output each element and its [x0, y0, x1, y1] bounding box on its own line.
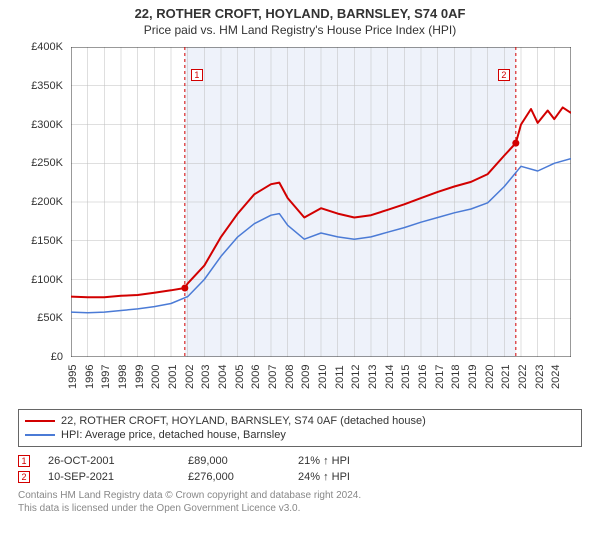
- chart: £0 £50K £100K £150K £200K £250K £300K £350K £400…: [15, 43, 585, 403]
- y-axis: £0£50K£100K£150K£200K£250K£300K£350K£400…: [15, 47, 67, 357]
- event-row: 1 26-OCT-2001£89,00021% ↑ HPI: [18, 453, 582, 469]
- x-tick-label: 2016: [417, 365, 429, 389]
- plot-area: 12: [71, 47, 571, 357]
- x-tick-label: 2012: [350, 365, 362, 389]
- event-delta: 24% ↑ HPI: [298, 471, 582, 483]
- x-tick-label: 2014: [384, 365, 396, 389]
- x-tick-label: 2000: [150, 365, 162, 389]
- event-list: 1 26-OCT-2001£89,00021% ↑ HPI 2 10-SEP-2021…: [18, 453, 582, 485]
- x-tick-label: 2010: [317, 365, 329, 389]
- x-tick-label: 2005: [234, 365, 246, 389]
- event-price: £89,000: [188, 455, 298, 467]
- event-marker-badge: 2: [498, 69, 510, 81]
- x-tick-label: 1995: [67, 365, 79, 389]
- x-tick-label: 2019: [467, 365, 479, 389]
- x-tick-label: 1997: [100, 365, 112, 389]
- legend-swatch: [25, 420, 55, 422]
- y-tick-label: £250K: [31, 157, 63, 169]
- x-tick-label: 2011: [334, 365, 346, 389]
- y-tick-label: £400K: [31, 41, 63, 53]
- y-tick-label: £150K: [31, 235, 63, 247]
- x-axis: 1995199619971998199920002001200220032004…: [71, 361, 571, 399]
- title-block: 22, ROTHER CROFT, HOYLAND, BARNSLEY, S74…: [0, 0, 600, 37]
- x-tick-label: 2002: [184, 365, 196, 389]
- event-marker-badge: 1: [191, 69, 203, 81]
- x-tick-label: 2018: [450, 365, 462, 389]
- legend-item: HPI: Average price, detached house, Barn…: [25, 428, 575, 442]
- event-date: 10-SEP-2021: [48, 471, 188, 483]
- y-tick-label: £0: [51, 351, 63, 363]
- x-tick-label: 2013: [367, 365, 379, 389]
- event-row: 2 10-SEP-2021£276,00024% ↑ HPI: [18, 469, 582, 485]
- x-tick-label: 2023: [534, 365, 546, 389]
- legend-label: 22, ROTHER CROFT, HOYLAND, BARNSLEY, S74…: [61, 415, 426, 427]
- event-date: 26-OCT-2001: [48, 455, 188, 467]
- x-tick-label: 2007: [267, 365, 279, 389]
- footnote-line1: Contains HM Land Registry data © Crown c…: [18, 489, 582, 502]
- legend-swatch: [25, 434, 55, 436]
- x-tick-label: 2008: [284, 365, 296, 389]
- legend: 22, ROTHER CROFT, HOYLAND, BARNSLEY, S74…: [18, 409, 582, 447]
- footnote-line2: This data is licensed under the Open Gov…: [18, 502, 582, 515]
- x-tick-label: 2017: [434, 365, 446, 389]
- x-tick-label: 2006: [250, 365, 262, 389]
- x-tick-label: 1999: [134, 365, 146, 389]
- x-tick-label: 2020: [484, 365, 496, 389]
- legend-item: 22, ROTHER CROFT, HOYLAND, BARNSLEY, S74…: [25, 414, 575, 428]
- y-tick-label: £50K: [37, 312, 63, 324]
- y-tick-label: £300K: [31, 119, 63, 131]
- event-delta: 21% ↑ HPI: [298, 455, 582, 467]
- chart-title-line1: 22, ROTHER CROFT, HOYLAND, BARNSLEY, S74…: [0, 6, 600, 21]
- x-tick-label: 1996: [84, 365, 96, 389]
- x-tick-label: 2022: [517, 365, 529, 389]
- x-tick-label: 2003: [200, 365, 212, 389]
- event-price: £276,000: [188, 471, 298, 483]
- x-tick-label: 2015: [400, 365, 412, 389]
- x-tick-label: 2009: [300, 365, 312, 389]
- chart-title-line2: Price paid vs. HM Land Registry's House …: [0, 23, 600, 37]
- y-tick-label: £200K: [31, 196, 63, 208]
- x-tick-label: 2004: [217, 365, 229, 389]
- x-tick-label: 2001: [167, 365, 179, 389]
- x-tick-label: 1998: [117, 365, 129, 389]
- y-tick-label: £100K: [31, 274, 63, 286]
- x-tick-label: 2024: [550, 365, 562, 389]
- footnote: Contains HM Land Registry data © Crown c…: [18, 489, 582, 515]
- x-tick-label: 2021: [500, 365, 512, 389]
- legend-label: HPI: Average price, detached house, Barn…: [61, 429, 286, 441]
- y-tick-label: £350K: [31, 80, 63, 92]
- event-badge: 1: [18, 455, 30, 467]
- chart-svg: [71, 47, 571, 357]
- event-badge: 2: [18, 471, 30, 483]
